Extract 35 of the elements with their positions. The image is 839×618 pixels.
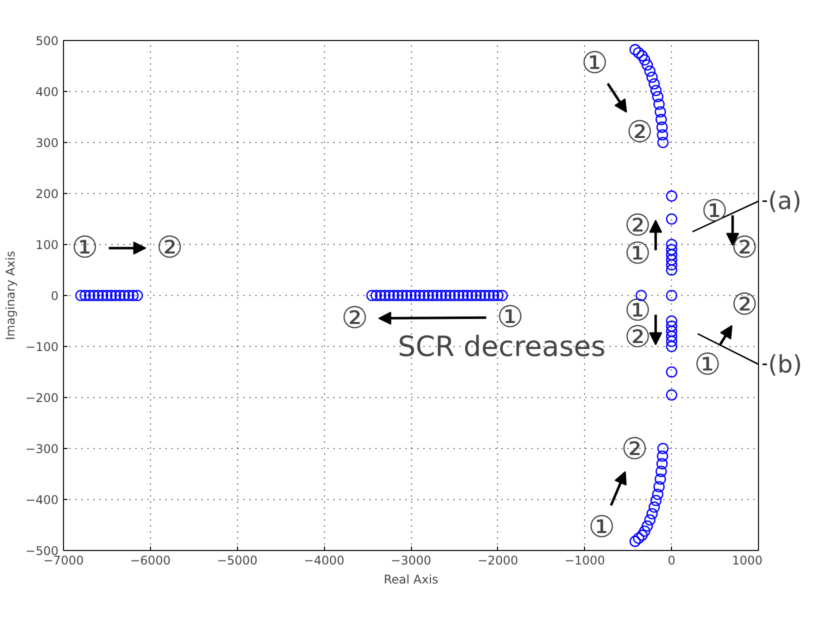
x-tick-label: −5000 xyxy=(216,554,258,568)
annotation: ② xyxy=(156,230,184,266)
y-tick-label: 200 xyxy=(36,187,58,201)
x-tick-label: −1000 xyxy=(564,554,606,568)
text: (b) xyxy=(768,350,802,378)
annotation: ② xyxy=(731,288,758,323)
y-axis-title: Imaginary Axis xyxy=(4,250,18,340)
x-axis-title: Real Axis xyxy=(384,572,438,586)
x-tick-label: −6000 xyxy=(130,554,171,568)
x-tick-label: −2000 xyxy=(478,554,518,568)
annotation: ② xyxy=(341,300,368,336)
annotation: ① xyxy=(624,236,652,272)
x-tick-label: −7000 xyxy=(43,554,84,568)
y-tick-label: 500 xyxy=(36,34,58,48)
annotation: ① xyxy=(701,194,728,229)
y-tick-label: −400 xyxy=(26,493,59,507)
annotation: ① xyxy=(588,510,616,546)
y-tick-label: 0 xyxy=(50,289,59,303)
y-tick-label: −200 xyxy=(26,391,59,405)
x-tick-label: −3000 xyxy=(390,554,432,568)
annotation: ① xyxy=(71,230,98,266)
y-tick-label: 300 xyxy=(36,136,58,150)
x-tick-label: −4000 xyxy=(304,554,344,568)
y-tick-label: −300 xyxy=(26,442,59,456)
annotation: ② xyxy=(621,432,648,468)
y-tick-label: 400 xyxy=(36,85,58,99)
annotation: ① xyxy=(581,46,608,81)
text: (a) xyxy=(768,187,802,216)
annotation: ② xyxy=(731,230,758,266)
y-tick-label: 100 xyxy=(36,238,58,252)
y-tick-label: −100 xyxy=(26,340,59,354)
annotation: ② xyxy=(626,114,654,150)
x-tick-label: 0 xyxy=(668,554,676,568)
annotation: ① xyxy=(694,347,722,382)
x-tick-label: 1000 xyxy=(732,554,763,568)
